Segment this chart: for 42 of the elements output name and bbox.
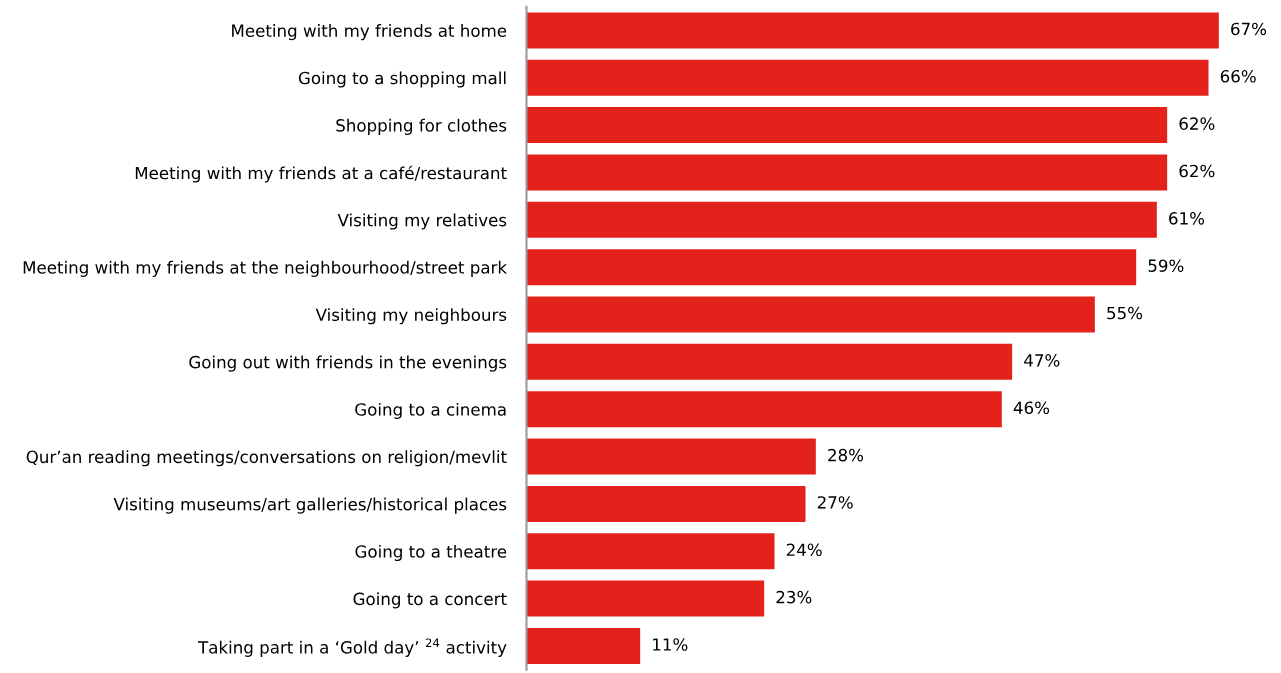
bar [526,201,1157,238]
y-tick-label: Going to a cinema [355,402,506,420]
bar [526,580,765,617]
y-tick-label: Visiting museums/art galleries/historical places [113,497,507,514]
bar [526,627,641,664]
bar [526,485,806,522]
data-label: 11% [653,638,688,651]
data-label: 62% [1179,117,1215,130]
data-label: 28% [828,448,864,462]
bar [526,391,1002,428]
y-tick-label: Taking part in a ‘Gold day’ $^{24}$ activity [198,638,507,657]
y-tick-label: Qur’an reading meetings/conversations on religion/mevlit [26,450,507,467]
data-label: 24% [786,543,822,557]
bar [526,343,1013,380]
data-label: 67% [1231,22,1267,36]
y-tick-label: Going to a shopping mall [298,71,506,88]
data-label: 46% [1013,401,1050,415]
bar [526,59,1209,96]
data-label: 47% [1024,354,1060,367]
y-tick-label: Going to a theatre [355,544,507,562]
data-label: 23% [776,590,812,604]
bar [526,249,1137,286]
y-tick-label: Meeting with my friends at a café/restaurant [135,165,507,183]
y-tick-label: Visiting my neighbours [315,308,507,325]
data-label: 55% [1107,306,1143,320]
y-tick-label: Going to a concert [353,592,507,609]
bar [526,296,1095,333]
y-tick-label: Shopping for clothes [336,118,507,135]
data-label: 27% [817,496,853,509]
data-label: 62% [1179,164,1215,178]
data-label: 61% [1169,212,1205,225]
bar [526,154,1168,191]
bar [526,438,816,475]
y-tick-label: Meeting with my friends at the neighbourhood/street park [23,260,507,277]
y-tick-label: Visiting my relatives [337,213,507,230]
y-tick-label: Going out with friends in the evenings [189,355,507,372]
data-label: 66% [1220,69,1256,83]
y-tick-label: Meeting with my friends at home [232,24,507,41]
bar [526,12,1219,49]
data-label: 59% [1148,259,1184,272]
bar [526,533,775,570]
bar [526,107,1168,144]
